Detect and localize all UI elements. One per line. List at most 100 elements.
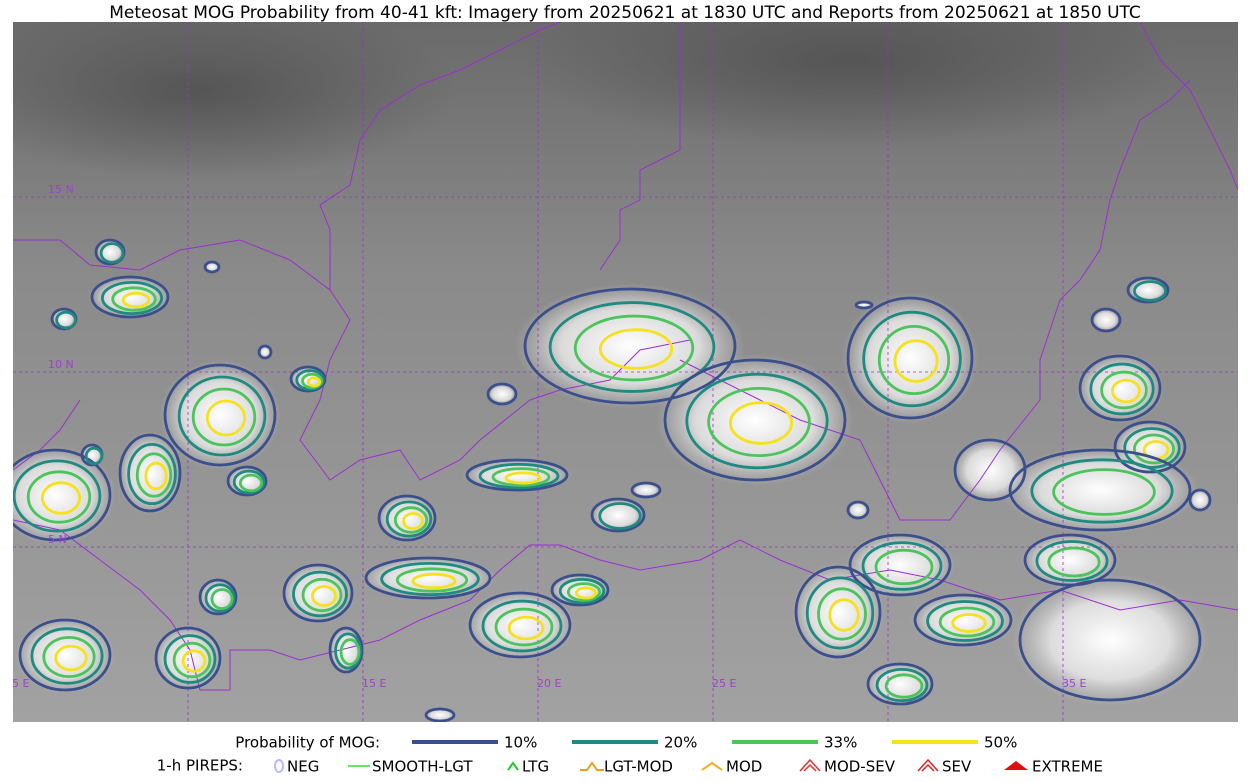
dark-region	[520, 22, 1180, 150]
contour	[926, 600, 1004, 642]
contour	[630, 481, 662, 499]
lat-label: 10 N	[48, 358, 74, 371]
contour	[210, 588, 234, 610]
pirep-icon	[507, 761, 519, 771]
lon-label: 25 E	[712, 677, 736, 690]
contour	[566, 582, 602, 602]
pirep-icon	[799, 758, 821, 772]
contour	[393, 506, 429, 534]
contour	[424, 707, 456, 722]
legend-title: Probability of MOG:	[235, 734, 380, 752]
pirep-icon	[274, 759, 284, 773]
contour	[893, 339, 939, 383]
contour	[40, 481, 82, 515]
contour	[1188, 488, 1212, 512]
contour	[90, 275, 170, 319]
pirep-icon	[917, 758, 939, 772]
legend-label: NEG	[287, 758, 319, 776]
contour	[598, 502, 642, 530]
pirep-icon	[580, 761, 604, 771]
contour	[1089, 362, 1155, 416]
contour	[226, 465, 268, 497]
contour	[729, 401, 794, 445]
legend-label: LTG	[522, 758, 549, 776]
contour	[26, 470, 92, 524]
contour	[232, 469, 266, 495]
contour	[42, 636, 96, 679]
contour	[402, 512, 424, 530]
graticule	[13, 22, 1238, 722]
contour	[395, 567, 469, 593]
probability-contours	[13, 238, 1212, 722]
contour	[1052, 468, 1156, 516]
contour	[866, 662, 934, 706]
contour	[301, 577, 343, 613]
contour	[575, 586, 597, 600]
contour	[118, 433, 182, 513]
contour	[707, 386, 811, 457]
contour	[385, 500, 433, 538]
contour	[805, 576, 875, 650]
lon-label: 35 E	[1062, 677, 1086, 690]
contour	[877, 324, 951, 395]
contour	[311, 585, 337, 607]
contour	[163, 634, 217, 684]
contour	[884, 673, 924, 699]
contour	[828, 598, 860, 632]
legend-label: EXTREME	[1032, 758, 1103, 776]
contour	[478, 462, 560, 490]
contour	[30, 627, 104, 685]
contour	[100, 280, 164, 315]
contour	[663, 358, 847, 482]
contour	[377, 494, 437, 542]
contour	[55, 310, 77, 330]
contour	[364, 556, 492, 600]
legend-label: 33%	[824, 734, 857, 752]
legend-label: LGT-MOD	[604, 758, 673, 776]
contour	[1133, 433, 1176, 465]
contour	[163, 363, 277, 467]
contour	[465, 458, 569, 492]
map: 15 N 10 N 5 N 5 E 15 E 20 E 25 E 35 E	[13, 22, 1238, 722]
contour	[13, 448, 112, 542]
contour	[875, 668, 929, 703]
lat-label: 5 N	[48, 533, 67, 546]
contour	[846, 296, 974, 420]
contour	[339, 638, 361, 666]
contour	[590, 497, 646, 533]
contour	[411, 572, 457, 590]
legend-label: 50%	[984, 734, 1017, 752]
contour	[1030, 458, 1174, 524]
legend-label: MOD	[726, 758, 762, 776]
contour	[111, 286, 157, 312]
contour	[913, 593, 1013, 647]
contour	[523, 287, 737, 405]
contour	[468, 591, 572, 659]
contour	[1047, 546, 1101, 578]
pirep-icon	[701, 761, 723, 771]
contour	[127, 442, 177, 506]
contour	[177, 375, 267, 457]
contour	[238, 473, 264, 493]
contour	[486, 382, 518, 406]
cloud	[1189, 489, 1211, 511]
contour	[121, 291, 151, 309]
contour	[198, 578, 238, 616]
lon-label: 20 E	[537, 677, 561, 690]
contour	[491, 467, 551, 487]
cloud	[847, 501, 869, 519]
contour	[282, 563, 354, 623]
contour	[848, 533, 952, 597]
contour	[817, 587, 867, 641]
contour	[84, 446, 104, 466]
contour	[862, 310, 962, 408]
contour	[854, 300, 874, 310]
legend: Probability of MOG: 10% 20% 33% 50% 1-h PIREP…	[157, 734, 1103, 776]
lat-label: 15 N	[48, 183, 74, 196]
contour	[1090, 307, 1122, 333]
contour	[874, 548, 934, 586]
contour	[558, 577, 606, 605]
contour	[54, 644, 88, 672]
contour	[292, 570, 348, 618]
cloud	[951, 437, 1029, 503]
